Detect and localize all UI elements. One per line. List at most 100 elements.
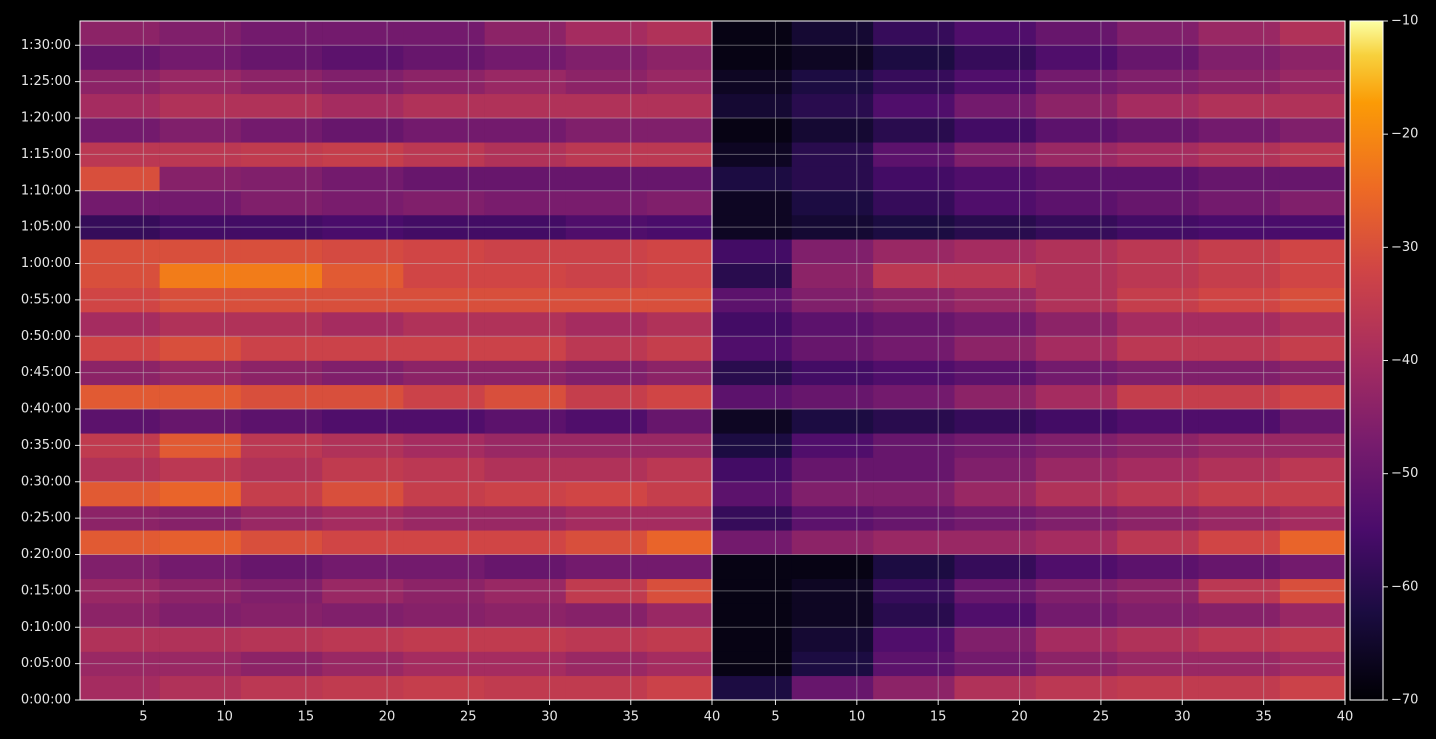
y-tick-label: 0:45:00 xyxy=(21,365,71,380)
heatmap-cell xyxy=(403,142,485,167)
heatmap-cell xyxy=(240,433,323,458)
heatmap-cell xyxy=(240,190,323,216)
heatmap-cell xyxy=(403,506,485,531)
heatmap-cell xyxy=(240,651,323,677)
heatmap-cell xyxy=(403,69,485,95)
heatmap-cell xyxy=(712,578,793,604)
heatmap-cell xyxy=(240,554,323,580)
y-tick-label: 1:00:00 xyxy=(21,256,71,271)
heatmap-cell xyxy=(240,93,323,119)
heatmap-cell xyxy=(712,651,793,677)
heatmap-cell xyxy=(322,457,404,483)
heatmap-cell xyxy=(322,651,404,677)
heatmap-cell xyxy=(873,360,955,386)
heatmap-cell xyxy=(1117,433,1199,458)
heatmap-cell xyxy=(322,578,404,604)
heatmap-cell xyxy=(873,190,955,216)
heatmap-cell xyxy=(791,384,874,410)
heatmap-cell xyxy=(1198,21,1281,46)
heatmap-cell xyxy=(1198,627,1281,652)
heatmap-cell xyxy=(647,481,713,507)
heatmap-cell xyxy=(403,118,485,143)
heatmap-cell xyxy=(403,190,485,216)
heatmap-cell xyxy=(712,336,793,361)
heatmap-cell xyxy=(1035,336,1118,361)
heatmap-cell xyxy=(484,215,567,240)
heatmap-cell xyxy=(791,45,874,70)
y-tick-label: 0:55:00 xyxy=(21,292,71,307)
heatmap-cell xyxy=(322,312,404,337)
heatmap-cell xyxy=(712,21,793,46)
heatmap-cell xyxy=(873,651,955,677)
heatmap-cell xyxy=(1198,360,1281,386)
heatmap-cell xyxy=(484,312,567,337)
heatmap-cell xyxy=(1279,675,1346,701)
heatmap-cell xyxy=(954,360,1037,386)
heatmap-cell xyxy=(159,142,242,167)
heatmap-cell xyxy=(791,530,874,555)
heatmap-cell xyxy=(403,554,485,580)
heatmap-cell xyxy=(712,530,793,555)
heatmap-cell xyxy=(322,118,404,143)
heatmap-cell xyxy=(954,433,1037,458)
heatmap-cell xyxy=(240,506,323,531)
x-tick-label: 30 xyxy=(1174,710,1191,725)
heatmap-cell xyxy=(647,409,713,434)
heatmap-cell xyxy=(1198,93,1281,119)
heatmap-cell xyxy=(647,215,713,240)
heatmap-cell xyxy=(954,190,1037,216)
heatmap-cell xyxy=(791,433,874,458)
heatmap-cell xyxy=(647,360,713,386)
heatmap-cell xyxy=(1117,287,1199,313)
heatmap-cell xyxy=(791,287,874,313)
heatmap-cell xyxy=(403,263,485,289)
heatmap-cell xyxy=(647,93,713,119)
heatmap-cell xyxy=(1198,312,1281,337)
heatmap-cell xyxy=(565,554,648,580)
heatmap-cell xyxy=(240,45,323,70)
heatmap-cell xyxy=(565,384,648,410)
heatmap-cell xyxy=(159,554,242,580)
heatmap-cell xyxy=(1279,312,1346,337)
heatmap-cell xyxy=(484,336,567,361)
x-tick-label: 10 xyxy=(849,710,866,725)
heatmap-cell xyxy=(80,675,160,701)
heatmap-cell xyxy=(80,263,160,289)
heatmap-cell xyxy=(240,675,323,701)
heatmap-cell xyxy=(565,530,648,555)
heatmap-cell xyxy=(1035,263,1118,289)
heatmap-cell xyxy=(322,287,404,313)
heatmap-cell xyxy=(1117,651,1199,677)
heatmap-cell xyxy=(484,603,567,628)
heatmap-cell xyxy=(1035,360,1118,386)
heatmap-cell xyxy=(873,409,955,434)
heatmap-cell xyxy=(873,433,955,458)
heatmap-cell xyxy=(159,45,242,70)
heatmap-cell xyxy=(240,457,323,483)
heatmap-cell xyxy=(240,481,323,507)
heatmap-cell xyxy=(1117,506,1199,531)
heatmap-cell xyxy=(240,166,323,192)
heatmap-cell xyxy=(484,506,567,531)
heatmap-cell xyxy=(159,190,242,216)
heatmap-cell xyxy=(322,554,404,580)
heatmap-cell xyxy=(565,651,648,677)
heatmap-cell xyxy=(791,457,874,483)
heatmap-cell xyxy=(1279,360,1346,386)
heatmap-cell xyxy=(954,93,1037,119)
heatmap-cell xyxy=(873,481,955,507)
heatmap-cell xyxy=(565,142,648,167)
y-tick-label: 0:25:00 xyxy=(21,511,71,526)
heatmap-cell xyxy=(80,215,160,240)
heatmap-cell xyxy=(80,360,160,386)
heatmap-cell xyxy=(954,21,1037,46)
heatmap-cell xyxy=(80,457,160,483)
heatmap-cell xyxy=(80,554,160,580)
heatmap-cell xyxy=(1198,433,1281,458)
heatmap-cell xyxy=(712,627,793,652)
heatmap-cell xyxy=(647,239,713,264)
heatmap-cell xyxy=(1198,69,1281,95)
heatmap-cell xyxy=(159,627,242,652)
heatmap-cell xyxy=(484,142,567,167)
heatmap-cell xyxy=(1198,457,1281,483)
